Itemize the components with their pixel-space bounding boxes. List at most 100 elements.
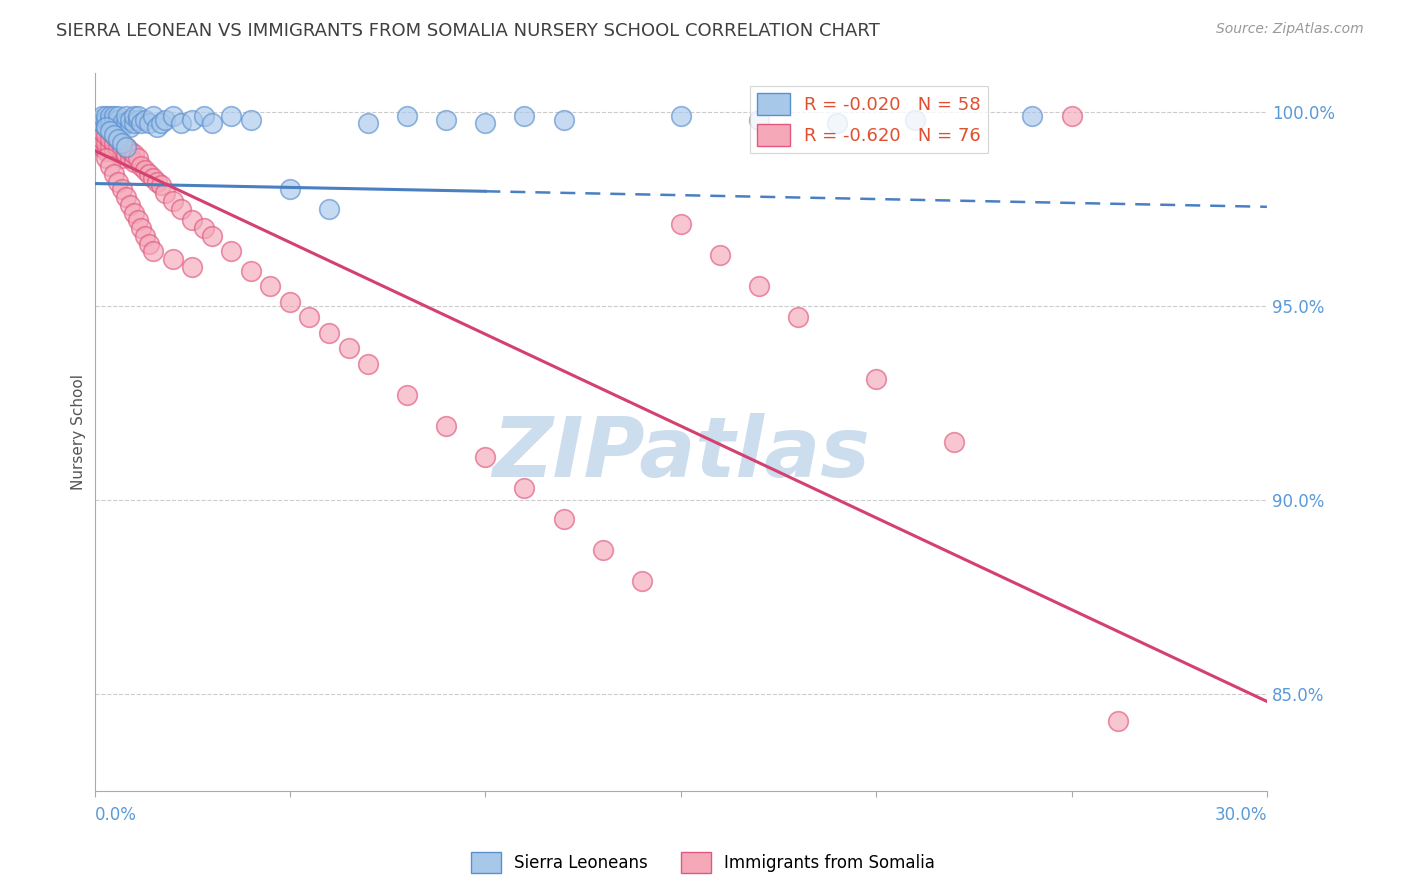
Point [107,112,129,127]
Point [434,419,457,434]
Point [103,120,125,135]
Point [96,120,118,135]
Text: 0.0%: 0.0% [94,806,136,824]
Point [396,388,419,402]
Point [146,120,169,135]
Point [127,213,149,227]
Point [107,175,129,189]
Point [221,109,243,123]
Point [298,310,321,325]
Point [150,178,173,193]
Point [87,112,110,127]
Point [153,112,176,127]
Point [239,112,262,127]
Point [669,109,692,123]
Point [122,205,145,219]
Point [96,128,118,142]
Point [193,221,215,235]
Point [118,151,141,165]
Point [1021,109,1043,123]
Point [107,132,129,146]
Point [357,116,380,130]
Point [114,139,136,153]
Point [107,132,129,146]
Point [434,112,457,127]
Text: ZIPatlas: ZIPatlas [492,413,870,494]
Point [114,139,136,153]
Point [138,167,160,181]
Point [91,124,114,138]
Point [357,357,380,371]
Point [114,116,136,130]
Point [98,159,121,173]
Point [169,116,191,130]
Point [239,264,262,278]
Point [865,372,887,386]
Point [138,236,160,251]
Point [114,147,136,161]
Point [825,116,848,130]
Point [131,159,153,173]
Point [474,116,496,130]
Point [96,109,118,123]
Point [127,151,149,165]
Point [114,109,136,123]
Y-axis label: Nursery School: Nursery School [72,374,86,490]
Point [904,112,927,127]
Point [98,109,121,123]
Point [107,139,129,153]
Point [111,182,134,196]
Text: Source: ZipAtlas.com: Source: ZipAtlas.com [1216,22,1364,37]
Point [553,112,575,127]
Legend: R = -0.020   N = 58, R = -0.620   N = 76: R = -0.020 N = 58, R = -0.620 N = 76 [749,86,988,153]
Point [87,128,110,142]
Point [134,112,156,127]
Point [787,310,810,325]
Point [118,144,141,158]
Point [103,109,125,123]
Point [98,124,121,138]
Point [142,109,165,123]
Point [103,167,125,181]
Point [127,112,149,127]
Point [122,116,145,130]
Point [98,139,121,153]
Point [1107,714,1129,728]
Point [592,543,614,558]
Text: SIERRA LEONEAN VS IMMIGRANTS FROM SOMALIA NURSERY SCHOOL CORRELATION CHART: SIERRA LEONEAN VS IMMIGRANTS FROM SOMALI… [56,22,880,40]
Point [221,244,243,259]
Point [474,450,496,464]
Point [162,109,184,123]
Point [107,147,129,161]
Point [103,144,125,158]
Text: 30.0%: 30.0% [1215,806,1267,824]
Point [111,120,134,135]
Point [162,194,184,208]
Point [122,147,145,161]
Point [134,163,156,178]
Point [513,481,536,495]
Point [630,574,652,589]
Point [111,136,134,150]
Point [134,228,156,243]
Point [1060,109,1083,123]
Point [98,132,121,146]
Point [146,175,169,189]
Point [111,144,134,158]
Point [98,124,121,138]
Point [91,109,114,123]
Point [118,198,141,212]
Point [111,151,134,165]
Point [181,260,204,274]
Point [278,182,301,196]
Point [748,279,770,293]
Point [131,221,153,235]
Point [91,139,114,153]
Point [318,202,340,216]
Point [259,279,281,293]
Point [107,116,129,130]
Point [193,109,215,123]
Point [118,112,141,127]
Point [396,109,419,123]
Point [114,190,136,204]
